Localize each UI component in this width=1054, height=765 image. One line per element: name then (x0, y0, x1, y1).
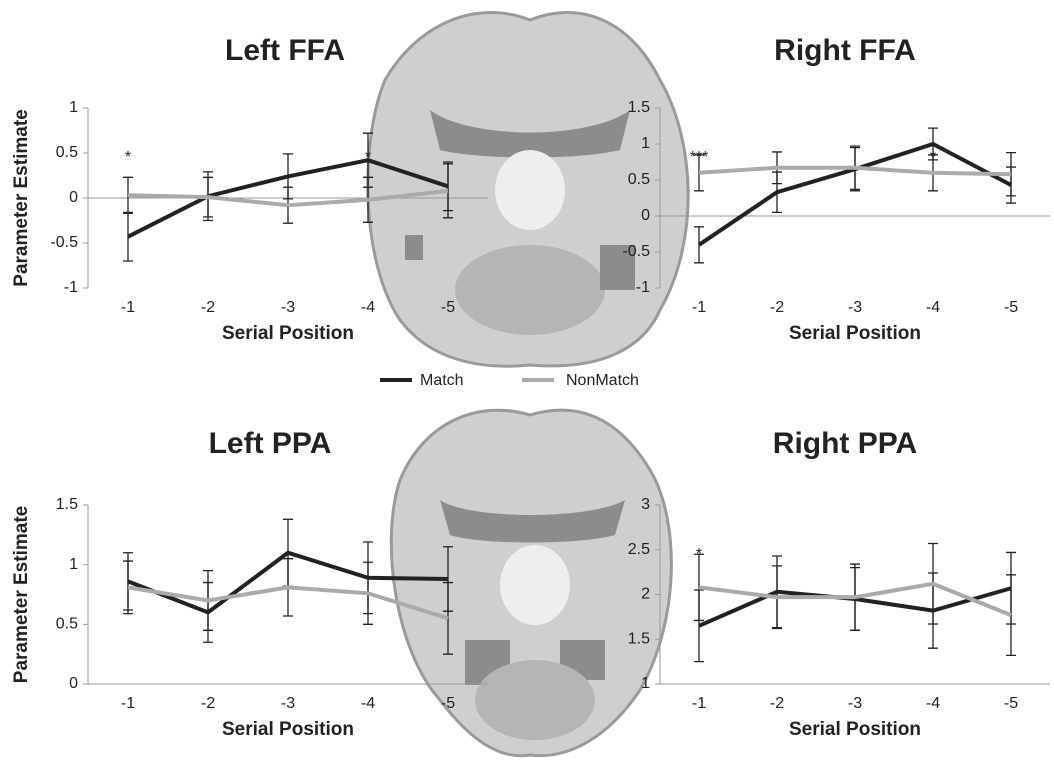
x-tick-label: -5 (441, 299, 455, 316)
x-tick-label: -1 (121, 299, 135, 316)
x-tick-label: -4 (361, 299, 375, 316)
y-tick-label: 0 (69, 675, 78, 692)
y-axis-label: Parameter Estimate (11, 109, 32, 286)
x-tick-label: -2 (201, 299, 215, 316)
y-axis-label: Parameter Estimate (11, 506, 32, 683)
brain-top (368, 13, 688, 367)
x-tick-label: -1 (121, 695, 135, 712)
y-tick-label: -1 (636, 279, 650, 296)
y-tick-label: 3 (641, 496, 650, 513)
chart-title: Right FFA (774, 34, 916, 67)
y-tick-label: 0.5 (56, 144, 78, 161)
x-tick-label: -3 (848, 299, 862, 316)
x-axis-label: Serial Position (789, 323, 921, 344)
legend-label: NonMatch (566, 372, 639, 389)
y-tick-label: 0 (641, 207, 650, 224)
y-tick-label: 1 (641, 135, 650, 152)
y-tick-label: -1 (64, 279, 78, 296)
annotation: * (125, 149, 131, 166)
y-tick-label: 0.5 (56, 616, 78, 633)
legend: Match NonMatch (380, 372, 639, 389)
y-tick-label: 2.5 (628, 541, 650, 558)
x-tick-label: -3 (281, 299, 295, 316)
x-tick-label: -4 (926, 299, 940, 316)
x-tick-label: -4 (361, 695, 375, 712)
y-tick-label: 2 (641, 586, 650, 603)
x-tick-label: -1 (692, 695, 706, 712)
y-tick-label: -0.5 (622, 243, 650, 260)
chart-title: Left PPA (209, 427, 332, 460)
x-tick-label: -1 (692, 299, 706, 316)
y-tick-label: 1 (69, 99, 78, 116)
x-tick-label: -3 (281, 695, 295, 712)
x-tick-label: -5 (1004, 299, 1018, 316)
x-tick-label: -4 (926, 695, 940, 712)
y-tick-label: 1.5 (628, 630, 650, 647)
x-axis-label: Serial Position (789, 719, 921, 740)
x-tick-label: -2 (770, 299, 784, 316)
x-axis-label: Serial Position (222, 323, 354, 344)
x-tick-label: -5 (441, 695, 455, 712)
x-tick-label: -5 (1004, 695, 1018, 712)
x-tick-label: -2 (770, 695, 784, 712)
y-tick-label: 1 (69, 556, 78, 573)
y-tick-label: 1.5 (56, 496, 78, 513)
y-tick-label: 0.5 (628, 171, 650, 188)
x-axis-label: Serial Position (222, 719, 354, 740)
figure: Match NonMatch Left FFA -1 -0.5 0 0.5 1 -1 * -2 -… (0, 0, 1054, 765)
legend-label: Match (420, 372, 464, 389)
x-tick-label: -3 (848, 695, 862, 712)
chart-title: Right PPA (773, 427, 917, 460)
brain-bottom (391, 410, 671, 756)
y-tick-label: 0 (69, 189, 78, 206)
y-tick-label: 1.5 (628, 99, 650, 116)
y-tick-label: 1 (641, 675, 650, 692)
chart-title: Left FFA (225, 34, 345, 67)
y-tick-label: -0.5 (50, 234, 78, 251)
x-tick-label: -2 (201, 695, 215, 712)
